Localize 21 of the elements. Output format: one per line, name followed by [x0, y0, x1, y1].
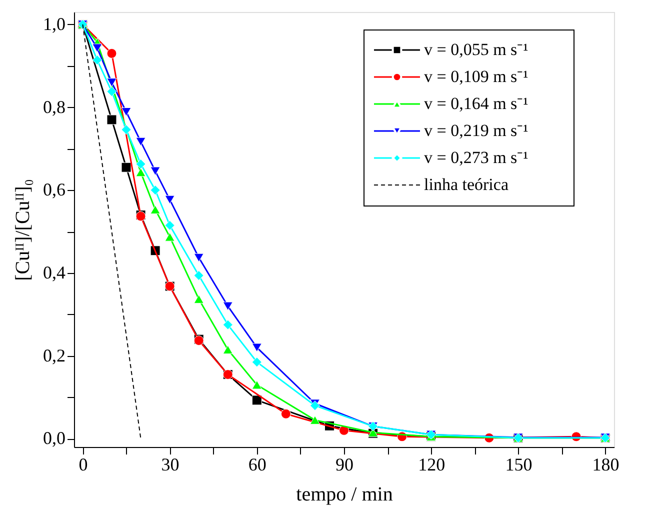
- legend-label: v = 0,219 m s⁻¹: [424, 121, 528, 140]
- legend-label: v = 0,055 m s⁻¹: [424, 40, 528, 59]
- y-tick-label: 0,8: [43, 96, 66, 117]
- x-tick-label: 30: [161, 454, 180, 474]
- y-axis-title: [Cuᴵᴵ]/[Cuᴵᴵ]₀: [12, 179, 34, 281]
- x-tick-label: 90: [336, 454, 354, 474]
- x-tick-label: 60: [248, 454, 266, 474]
- legend-label: v = 0,164 m s⁻¹: [424, 94, 528, 113]
- x-tick-label: 120: [418, 454, 446, 474]
- y-tick-label: 0,6: [43, 180, 66, 200]
- x-axis-title: tempo / min: [296, 484, 393, 506]
- legend-label: v = 0,273 m s⁻¹: [424, 148, 528, 167]
- y-tick-label: 0,0: [43, 428, 66, 448]
- x-tick-label: 0: [78, 454, 88, 474]
- y-tick-label: 0,4: [43, 262, 66, 282]
- legend-label: linha teórica: [424, 175, 509, 194]
- y-tick-label: 1,0: [43, 14, 66, 34]
- y-tick-label: 0,2: [43, 345, 66, 366]
- legend-label: v = 0,109 m s⁻¹: [424, 67, 528, 86]
- x-tick-label: 180: [592, 454, 620, 474]
- x-tick-label: 150: [505, 454, 532, 474]
